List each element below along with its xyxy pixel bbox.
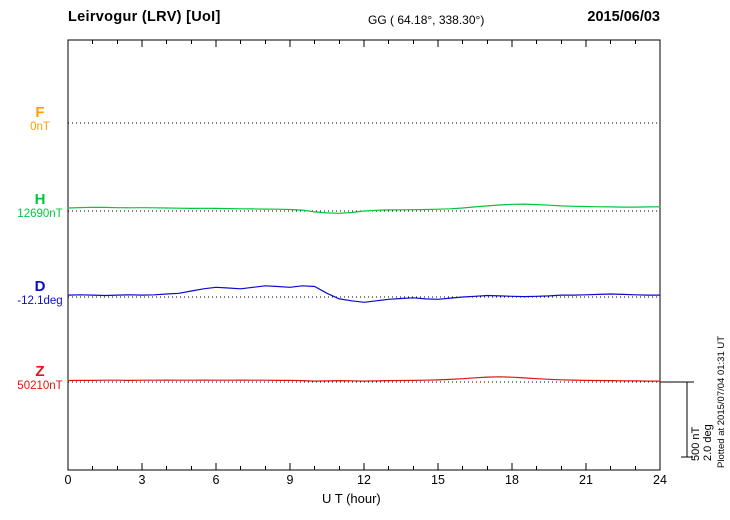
scale-bar-labels: 500 nT 2.0 deg	[690, 424, 714, 461]
component-letter-Z: Z	[35, 363, 45, 380]
x-tick-label: 3	[138, 473, 146, 487]
x-tick-label: 24	[653, 473, 667, 487]
x-tick-label: 9	[286, 473, 294, 487]
x-tick-label: 21	[579, 473, 593, 487]
component-baseline-H: 12690nT	[17, 208, 63, 220]
plot-timestamp: Plotted at 2015/07/04 01:31 UT	[716, 335, 727, 468]
x-tick-label: 0	[64, 473, 72, 487]
component-label-F: F 0nT	[14, 104, 66, 134]
component-label-H: H 12690nT	[14, 191, 66, 221]
plot-date: 2015/06/03	[587, 9, 660, 25]
x-tick-label: 15	[431, 473, 445, 487]
component-letter-D: D	[34, 278, 46, 295]
component-letter-H: H	[34, 191, 46, 208]
x-tick-label: 12	[357, 473, 371, 487]
geographic-coordinates: GG ( 64.18°, 338.30°)	[368, 13, 485, 27]
scale-bar-nt-label: 500 nT	[690, 426, 702, 461]
component-baseline-D: -12.1deg	[17, 295, 63, 307]
component-letter-F: F	[35, 104, 45, 121]
component-label-Z: Z 50210nT	[14, 363, 66, 393]
component-baseline-Z: 50210nT	[17, 380, 63, 392]
scale-bar-deg-label: 2.0 deg	[701, 424, 714, 461]
x-axis-label: U T (hour)	[322, 491, 381, 506]
station-title: Leirvogur (LRV) [UoI]	[68, 9, 221, 25]
component-baseline-F: 0nT	[30, 121, 50, 133]
component-label-D: D -12.1deg	[14, 278, 66, 308]
x-tick-label: 18	[505, 473, 519, 487]
x-tick-label: 6	[212, 473, 220, 487]
